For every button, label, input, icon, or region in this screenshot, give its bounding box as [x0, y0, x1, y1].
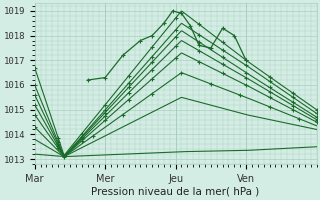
X-axis label: Pression niveau de la mer( hPa ): Pression niveau de la mer( hPa ) — [92, 187, 260, 197]
